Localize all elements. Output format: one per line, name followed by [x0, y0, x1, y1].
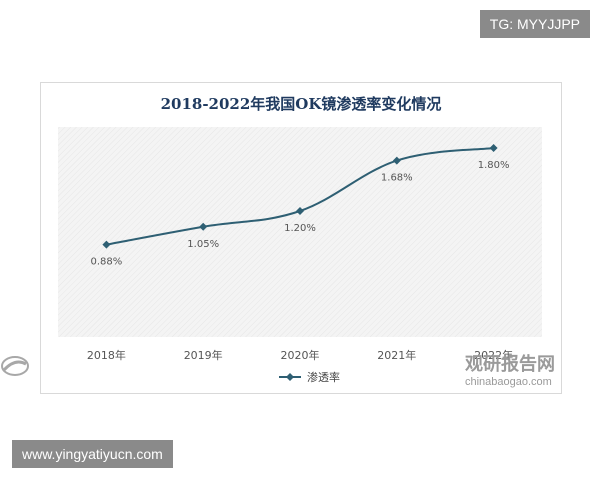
- data-point-marker: [199, 222, 208, 231]
- data-label: 0.88%: [91, 257, 123, 268]
- data-point-marker: [392, 156, 401, 165]
- line-chart: 2018年 2019年 2020年 2021年 2022年 0.88% 1.05% 1.20%…: [58, 127, 542, 384]
- x-tick-label: 2021年: [377, 348, 416, 362]
- legend-marker: [286, 373, 294, 381]
- watermark-brand-cn: 观研报告网: [465, 354, 555, 375]
- data-label: 1.05%: [187, 239, 219, 250]
- watermark-brand-en: chinabaogao.com: [465, 376, 552, 388]
- site-url-badge: www.yingyatiyucn.com: [12, 440, 173, 468]
- data-label: 1.80%: [478, 160, 510, 171]
- x-tick-label: 2018年: [87, 348, 126, 362]
- data-label: 1.68%: [381, 173, 413, 184]
- data-point-marker: [296, 207, 304, 215]
- tg-badge: TG: MYYJJPP: [479, 10, 590, 38]
- chinabaogao-logo-icon: [1, 356, 29, 376]
- data-point-marker: [489, 144, 498, 152]
- chart-card: 2018-2022年我国OK镜渗透率变化情况 2018年 2019年 2020年 20…: [40, 82, 562, 394]
- x-tick-label: 2020年: [281, 348, 320, 362]
- watermark-brand: 观研报告网 chinabaogao.com: [465, 350, 555, 388]
- data-label: 1.20%: [284, 223, 316, 234]
- x-tick-label: 2019年: [184, 348, 223, 362]
- plot-area: [58, 127, 542, 337]
- legend-label: 渗透率: [307, 370, 340, 384]
- data-point-marker: [102, 240, 111, 249]
- chart-title: 2018-2022年我国OK镜渗透率变化情况: [160, 95, 442, 113]
- x-tick-label: 2022年: [474, 348, 513, 362]
